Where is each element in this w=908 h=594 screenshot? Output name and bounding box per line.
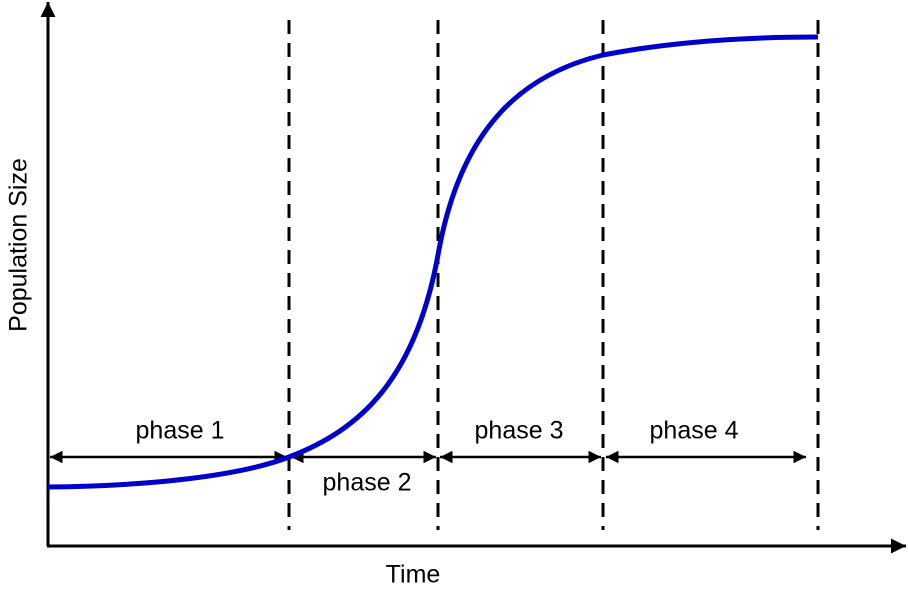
growth-curve (47, 34, 819, 490)
y-axis-label: Population Size (5, 158, 33, 332)
phase-label: phase 3 (475, 417, 564, 445)
phase-label: phase 1 (136, 417, 225, 445)
phase-label: phase 2 (323, 469, 412, 497)
phase-boundaries (287, 20, 820, 530)
x-axis-label: Time (386, 561, 441, 589)
phase-label: phase 4 (650, 417, 739, 445)
